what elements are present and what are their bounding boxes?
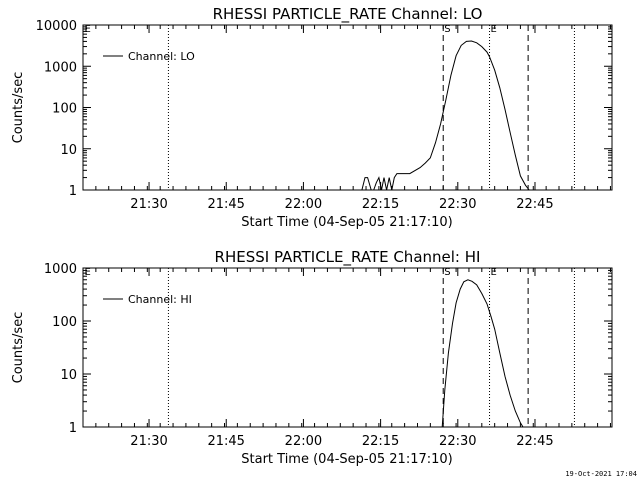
panel-2-x-tick-label: 22:45 xyxy=(516,434,553,449)
panel-1-y-tick-label: 10 xyxy=(60,143,77,158)
panel-1-y-tick-label: 100 xyxy=(52,102,77,117)
panel-2-y-tick-label: 1 xyxy=(69,421,77,436)
panel-2-y-tick-label: 100 xyxy=(52,315,77,330)
panel-2-x-tick-label: 21:45 xyxy=(207,434,244,449)
panel-2-y-tick-label: 10 xyxy=(60,368,77,383)
panel-1-x-tick-label: 22:15 xyxy=(362,197,399,212)
panel-1-series-line xyxy=(361,40,530,191)
panel-1-marker-label: E xyxy=(491,24,497,35)
panel-1-x-tick-label: 22:00 xyxy=(285,197,322,212)
panel-1-x-tick-label: 21:45 xyxy=(207,197,244,212)
panel-2-marker-label: S xyxy=(444,267,450,278)
panel-1-marker-label: E xyxy=(85,24,91,35)
panel-2-marker-label: E xyxy=(85,267,91,278)
panel-1-marker-label: S xyxy=(444,24,450,35)
panel-2-legend-label: Channel: HI xyxy=(128,293,192,306)
panel-1-y-tick-label: 1 xyxy=(69,184,77,199)
panel-1-y-tick-label: 1000 xyxy=(44,60,77,75)
panel-2-x-axis-label: Start Time (04-Sep-05 21:17:10) xyxy=(241,452,452,467)
panel-2-x-tick-label: 22:00 xyxy=(285,434,322,449)
panel-2-x-tick-label: 22:30 xyxy=(439,434,476,449)
panel-2-title: RHESSI PARTICLE_RATE Channel: HI xyxy=(215,248,481,267)
panel-1-x-tick-label: 21:30 xyxy=(130,197,167,212)
panel-2-series-line xyxy=(441,279,524,428)
panel-1-y-axis-label: Counts/sec xyxy=(11,72,26,144)
panel-2-axes-frame xyxy=(82,267,613,428)
panel-1-y-tick-label: 10000 xyxy=(36,19,77,34)
panel-2-y-axis-label: Counts/sec xyxy=(11,312,26,384)
panel-2-y-tick-label: 1000 xyxy=(44,262,77,277)
panel-1-x-tick-label: 22:30 xyxy=(439,197,476,212)
panel-1-x-tick-label: 22:45 xyxy=(516,197,553,212)
panel-2-x-tick-label: 22:15 xyxy=(362,434,399,449)
footer-timestamp: 19-Oct-2021 17:04 xyxy=(565,470,637,478)
panel-1-x-axis-label: Start Time (04-Sep-05 21:17:10) xyxy=(241,215,452,230)
panel-1-title: RHESSI PARTICLE_RATE Channel: LO xyxy=(213,5,483,24)
panel-2-x-tick-label: 21:30 xyxy=(130,434,167,449)
panel-1-legend-label: Channel: LO xyxy=(128,50,195,63)
panel-2-marker-label: E xyxy=(491,267,497,278)
